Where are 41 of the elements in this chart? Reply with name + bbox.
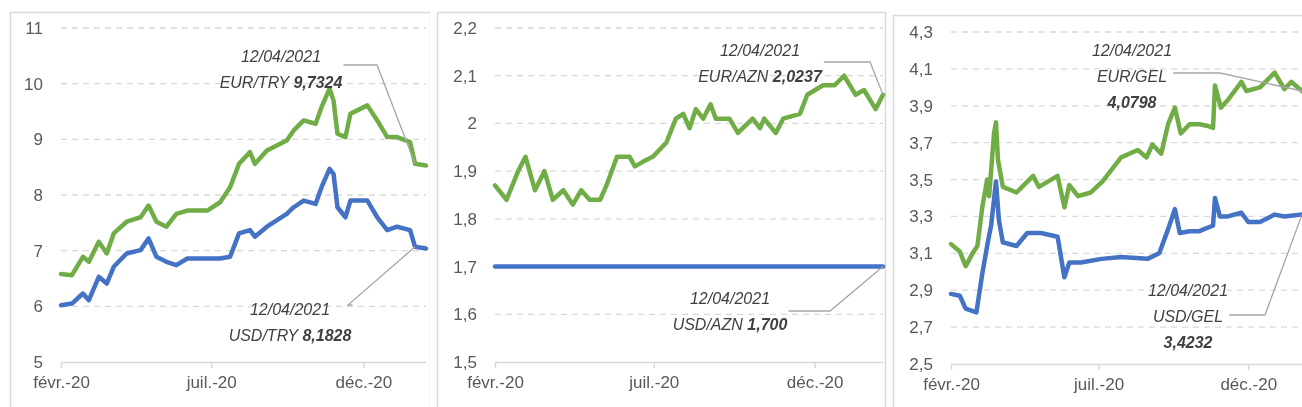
annotation: 12/04/2021 EUR/GEL 4,0798 xyxy=(1091,42,1173,111)
y-tick-label: 6 xyxy=(33,297,43,317)
x-tick-label: févr.-20 xyxy=(33,373,90,393)
y-tick-label: 1,9 xyxy=(453,162,477,182)
y-tick-label: 4,3 xyxy=(909,22,933,42)
x-tick-label: févr.-20 xyxy=(467,373,524,393)
annotation: 12/04/2021 USD/AZN 1,700 xyxy=(672,290,788,333)
y-tick-label: 4,1 xyxy=(909,59,933,79)
y-tick-label: 9 xyxy=(33,130,43,150)
y-tick-label: 3,5 xyxy=(909,170,933,190)
y-tick-label: 11 xyxy=(25,18,43,38)
y-tick-label: 1,6 xyxy=(453,305,477,325)
x-tick-label: juil.-20 xyxy=(1073,375,1125,395)
annotation: 12/04/2021 USD/TRY 8,1828 xyxy=(228,301,352,344)
y-tick-label: 3,1 xyxy=(909,244,933,264)
line-series xyxy=(948,70,1302,269)
y-tick-label: 2 xyxy=(467,114,477,134)
x-tick-label: févr.-20 xyxy=(923,375,980,395)
annotation: 12/04/2021 USD/GEL 3,4232 xyxy=(1147,282,1229,351)
x-tick-label: juil.-20 xyxy=(628,373,680,393)
y-tick-label: 2,2 xyxy=(453,18,477,38)
annotation: 12/04/2021 EUR/TRY 9,7324 xyxy=(219,48,343,91)
y-tick-label: 2,9 xyxy=(909,281,933,301)
y-tick-label: 3,3 xyxy=(909,207,933,227)
y-tick-label: 10 xyxy=(24,74,43,94)
y-tick-label: 2,1 xyxy=(453,66,477,86)
y-tick-label: 1,8 xyxy=(453,209,477,229)
y-tick-label: 2,5 xyxy=(909,354,933,374)
y-tick-label: 5 xyxy=(33,352,43,372)
y-tick-label: 1,7 xyxy=(453,257,477,277)
x-tick-label: juil.-20 xyxy=(185,373,237,393)
x-tick-label: déc.-20 xyxy=(335,373,393,393)
y-tick-label: 3,7 xyxy=(909,133,933,153)
y-tick-label: 3,9 xyxy=(909,96,933,116)
annotation: 12/04/2021 EUR/AZN 2,0237 xyxy=(698,42,823,85)
y-tick-label: 2,7 xyxy=(909,318,933,338)
y-tick-label: 1,5 xyxy=(453,352,477,372)
y-tick-label: 8 xyxy=(33,185,43,205)
y-tick-label: 7 xyxy=(33,241,43,261)
x-tick-label: déc.-20 xyxy=(786,373,844,393)
x-tick-label: déc.-20 xyxy=(1220,375,1278,395)
